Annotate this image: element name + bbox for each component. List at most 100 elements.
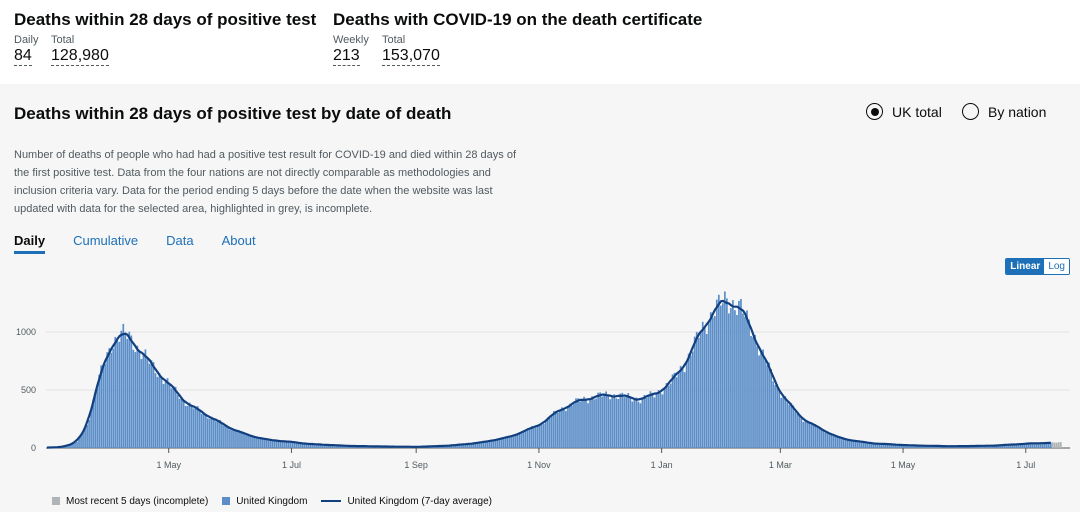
bar — [685, 362, 688, 448]
scale-log-button[interactable]: Log — [1044, 259, 1069, 274]
radio-uk-total[interactable]: UK total — [866, 103, 942, 120]
headline-metrics: Deaths within 28 days of positive test D… — [0, 0, 1080, 84]
bar — [536, 425, 539, 448]
bar — [321, 444, 324, 448]
weekly-value[interactable]: 213 — [333, 47, 360, 66]
bar — [617, 399, 620, 448]
bar — [337, 445, 340, 448]
bar — [633, 399, 636, 448]
total-value[interactable]: 128,980 — [51, 47, 109, 66]
bar — [717, 294, 720, 448]
bar — [184, 405, 187, 448]
bar — [893, 444, 895, 448]
bar — [484, 441, 487, 448]
bar — [454, 445, 457, 448]
bar — [609, 399, 612, 448]
bar — [530, 426, 533, 448]
bar — [852, 440, 855, 448]
bar — [589, 398, 591, 448]
bar — [138, 350, 141, 448]
bar — [196, 406, 199, 448]
bar — [313, 444, 316, 448]
bar — [643, 394, 646, 448]
bar — [170, 388, 173, 448]
bar — [732, 300, 734, 448]
bar — [518, 433, 521, 448]
bar — [110, 352, 113, 448]
bar — [514, 434, 517, 448]
bar — [999, 445, 1002, 448]
bar — [786, 402, 789, 448]
cert-total-value[interactable]: 153,070 — [382, 47, 440, 66]
bar — [895, 444, 897, 448]
bar — [818, 428, 821, 448]
radio-by-nation[interactable]: By nation — [962, 103, 1046, 120]
bar — [277, 440, 280, 448]
bar — [512, 436, 515, 448]
tab-cumulative[interactable]: Cumulative — [73, 233, 139, 248]
bar — [746, 310, 748, 448]
bar — [544, 419, 547, 448]
bar — [180, 397, 183, 448]
bar — [790, 403, 793, 448]
bar — [102, 366, 105, 448]
bar — [563, 409, 565, 448]
bar — [552, 411, 555, 448]
tab-daily[interactable]: Daily — [14, 233, 46, 254]
bar — [100, 365, 103, 448]
bar — [542, 424, 545, 448]
daily-value[interactable]: 84 — [14, 47, 32, 66]
bar — [565, 410, 567, 448]
bar — [116, 338, 119, 448]
bar — [583, 396, 585, 448]
bar — [1003, 445, 1006, 448]
bar — [482, 442, 485, 448]
bar — [319, 444, 322, 448]
bar — [677, 372, 680, 448]
bar — [625, 396, 628, 448]
y-tick-label: 0 — [31, 443, 36, 453]
bar — [991, 445, 994, 448]
bar — [615, 398, 618, 448]
bar — [253, 437, 255, 448]
bar — [295, 442, 298, 448]
bar — [824, 432, 827, 448]
bar — [884, 444, 887, 448]
bar — [868, 443, 871, 448]
bar — [923, 445, 925, 448]
bar — [166, 378, 169, 448]
bar — [593, 399, 595, 448]
bar — [192, 408, 195, 448]
legend-label-incomplete: Most recent 5 days (incomplete) — [66, 496, 209, 507]
legend-item-average: United Kingdom (7-day average) — [321, 496, 492, 507]
bar — [329, 444, 332, 448]
bar — [569, 403, 571, 448]
bar — [764, 360, 766, 448]
bar — [1011, 444, 1014, 448]
bar — [635, 397, 638, 448]
bar — [1047, 443, 1050, 448]
scale-linear-button[interactable]: Linear — [1006, 259, 1045, 274]
bar — [444, 445, 447, 448]
deaths-28-days-title: Deaths within 28 days of positive test — [14, 10, 317, 29]
bar — [269, 439, 272, 448]
bar — [719, 305, 722, 448]
bar — [204, 414, 207, 448]
bar — [255, 437, 257, 448]
bar — [1043, 442, 1046, 448]
bar — [864, 442, 867, 448]
bar — [1019, 444, 1022, 448]
bar — [136, 345, 139, 448]
bar — [480, 442, 483, 448]
bar — [826, 432, 829, 448]
bar — [792, 405, 795, 448]
tab-data[interactable]: Data — [166, 233, 194, 248]
bar-incomplete — [1059, 442, 1062, 448]
tab-about[interactable]: About — [221, 233, 256, 248]
bar — [470, 443, 473, 448]
bar — [146, 357, 149, 448]
bar — [979, 445, 982, 448]
radio-selected-icon — [866, 103, 883, 120]
bar — [742, 313, 744, 448]
